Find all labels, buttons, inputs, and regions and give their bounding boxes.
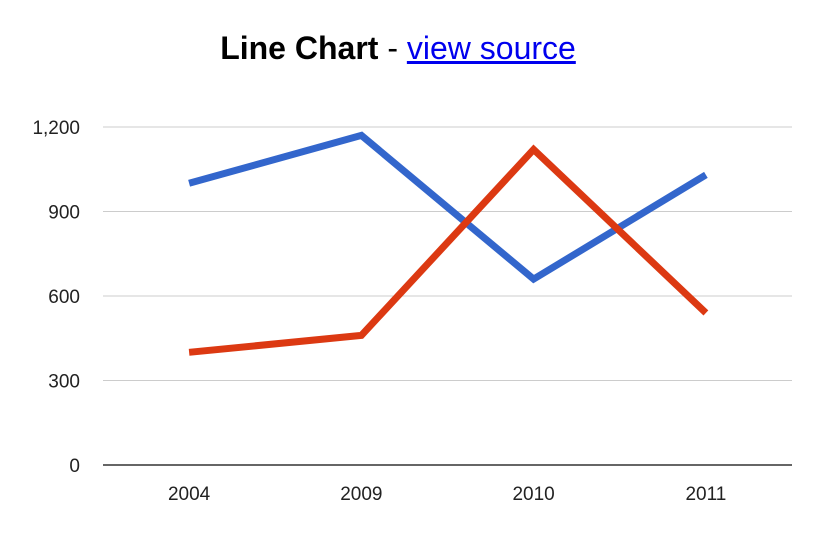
x-tick-label: 2004 xyxy=(168,484,211,505)
y-tick-label: 300 xyxy=(48,372,80,393)
title-separator: - xyxy=(387,30,398,66)
series-line-2 xyxy=(188,144,709,356)
x-axis-labels: 2004 2009 2010 2011 xyxy=(168,484,726,505)
y-tick-label: 900 xyxy=(48,203,80,224)
series-lines xyxy=(188,131,709,356)
y-tick-label: 1,200 xyxy=(32,118,80,139)
x-tick-label: 2009 xyxy=(340,484,382,505)
series-line-1 xyxy=(188,131,708,284)
x-tick-label: 2010 xyxy=(512,484,554,505)
view-source-link[interactable]: view source xyxy=(406,30,576,66)
y-tick-label: 0 xyxy=(69,456,80,477)
grid-lines xyxy=(103,126,792,381)
chart-title: Line Chart xyxy=(220,30,379,66)
x-tick-label: 2011 xyxy=(685,484,726,505)
chart-title-bar: Line Chart - view source xyxy=(0,30,796,67)
y-axis-labels: 0 300 600 900 1,200 xyxy=(32,118,80,477)
y-tick-label: 600 xyxy=(48,287,80,308)
